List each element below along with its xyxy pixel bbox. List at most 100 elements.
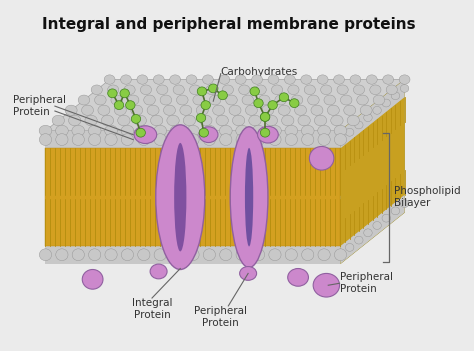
Ellipse shape bbox=[82, 105, 93, 115]
Ellipse shape bbox=[282, 115, 294, 126]
Ellipse shape bbox=[98, 105, 110, 115]
Ellipse shape bbox=[242, 95, 254, 105]
Ellipse shape bbox=[268, 101, 277, 110]
Ellipse shape bbox=[298, 115, 310, 126]
Ellipse shape bbox=[260, 128, 270, 137]
Bar bbox=[46, 246, 340, 264]
Ellipse shape bbox=[89, 134, 101, 145]
Ellipse shape bbox=[382, 99, 391, 107]
Ellipse shape bbox=[350, 75, 361, 84]
Ellipse shape bbox=[222, 85, 234, 95]
Ellipse shape bbox=[78, 95, 90, 105]
Ellipse shape bbox=[105, 134, 117, 145]
Ellipse shape bbox=[255, 85, 266, 95]
Ellipse shape bbox=[337, 85, 348, 95]
Ellipse shape bbox=[69, 115, 81, 126]
Ellipse shape bbox=[288, 85, 299, 95]
Ellipse shape bbox=[186, 75, 197, 84]
Ellipse shape bbox=[39, 249, 52, 261]
Ellipse shape bbox=[91, 85, 102, 95]
Ellipse shape bbox=[120, 75, 131, 84]
Ellipse shape bbox=[290, 99, 299, 108]
Ellipse shape bbox=[94, 95, 106, 105]
Ellipse shape bbox=[180, 105, 192, 115]
Ellipse shape bbox=[136, 128, 146, 137]
Ellipse shape bbox=[236, 249, 248, 261]
Polygon shape bbox=[340, 195, 405, 264]
Ellipse shape bbox=[308, 95, 319, 105]
Ellipse shape bbox=[383, 75, 393, 84]
Ellipse shape bbox=[320, 85, 332, 95]
Ellipse shape bbox=[252, 75, 263, 84]
Ellipse shape bbox=[257, 126, 278, 143]
Ellipse shape bbox=[173, 85, 184, 95]
Ellipse shape bbox=[253, 249, 264, 261]
Ellipse shape bbox=[240, 266, 256, 280]
Ellipse shape bbox=[203, 134, 216, 145]
Ellipse shape bbox=[126, 101, 135, 110]
Ellipse shape bbox=[219, 125, 232, 136]
Ellipse shape bbox=[269, 125, 281, 136]
Ellipse shape bbox=[301, 125, 314, 136]
Ellipse shape bbox=[131, 114, 141, 123]
Ellipse shape bbox=[258, 95, 270, 105]
Ellipse shape bbox=[262, 105, 274, 115]
Ellipse shape bbox=[120, 89, 129, 98]
Ellipse shape bbox=[399, 75, 410, 84]
Ellipse shape bbox=[121, 134, 134, 145]
Ellipse shape bbox=[190, 85, 201, 95]
Ellipse shape bbox=[354, 85, 365, 95]
Ellipse shape bbox=[121, 249, 134, 261]
Ellipse shape bbox=[52, 115, 64, 126]
Ellipse shape bbox=[288, 269, 309, 286]
Text: Peripheral
Protein: Peripheral Protein bbox=[340, 272, 393, 294]
Ellipse shape bbox=[260, 113, 270, 121]
Ellipse shape bbox=[124, 85, 135, 95]
Ellipse shape bbox=[218, 91, 228, 100]
Ellipse shape bbox=[196, 105, 208, 115]
Ellipse shape bbox=[121, 125, 134, 136]
Ellipse shape bbox=[202, 75, 213, 84]
Ellipse shape bbox=[318, 134, 330, 145]
Ellipse shape bbox=[187, 125, 200, 136]
Ellipse shape bbox=[250, 87, 259, 96]
Ellipse shape bbox=[200, 115, 212, 126]
Ellipse shape bbox=[55, 125, 68, 136]
Ellipse shape bbox=[238, 85, 250, 95]
Ellipse shape bbox=[236, 125, 248, 136]
Ellipse shape bbox=[346, 244, 354, 251]
Ellipse shape bbox=[134, 115, 146, 126]
Ellipse shape bbox=[144, 95, 155, 105]
Ellipse shape bbox=[82, 270, 103, 289]
Ellipse shape bbox=[285, 125, 298, 136]
Ellipse shape bbox=[254, 99, 263, 108]
Ellipse shape bbox=[373, 221, 382, 230]
Bar bbox=[46, 131, 340, 148]
Ellipse shape bbox=[364, 229, 372, 237]
Ellipse shape bbox=[137, 125, 150, 136]
Ellipse shape bbox=[199, 127, 218, 143]
Ellipse shape bbox=[317, 75, 328, 84]
Ellipse shape bbox=[219, 134, 232, 145]
Ellipse shape bbox=[154, 249, 166, 261]
Ellipse shape bbox=[131, 105, 143, 115]
Ellipse shape bbox=[373, 106, 382, 114]
Ellipse shape bbox=[285, 134, 298, 145]
Ellipse shape bbox=[360, 105, 372, 115]
Ellipse shape bbox=[230, 127, 268, 267]
Ellipse shape bbox=[164, 105, 175, 115]
Ellipse shape bbox=[318, 125, 330, 136]
Ellipse shape bbox=[260, 113, 270, 121]
Text: Peripheral
Protein: Peripheral Protein bbox=[194, 306, 247, 327]
Ellipse shape bbox=[150, 115, 163, 126]
Ellipse shape bbox=[391, 92, 400, 100]
Ellipse shape bbox=[183, 115, 196, 126]
Ellipse shape bbox=[154, 134, 166, 145]
Text: Peripheral
Protein: Peripheral Protein bbox=[13, 95, 66, 117]
Ellipse shape bbox=[140, 85, 152, 95]
Ellipse shape bbox=[294, 105, 307, 115]
Ellipse shape bbox=[104, 75, 115, 84]
Ellipse shape bbox=[370, 85, 381, 95]
Ellipse shape bbox=[156, 125, 205, 270]
Ellipse shape bbox=[334, 75, 345, 84]
